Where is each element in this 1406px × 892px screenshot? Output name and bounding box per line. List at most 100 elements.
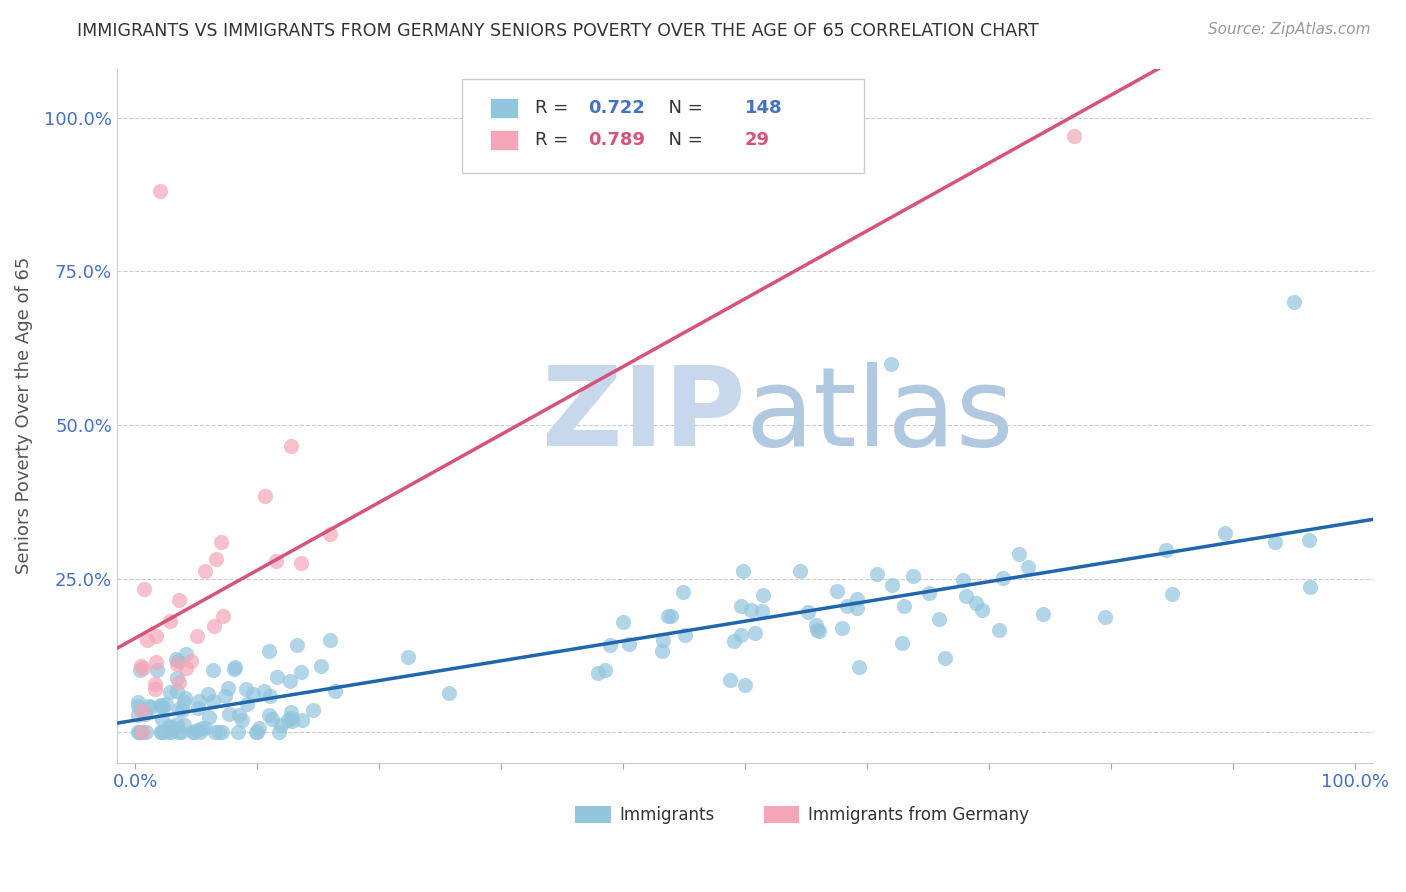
Point (740, 603, 762, 617)
Point (146, 663, 169, 677)
Point (831, 621, 853, 635)
Point (846, 591, 869, 606)
Point (159, 614, 181, 628)
FancyBboxPatch shape (489, 130, 517, 150)
Point (1094, 609, 1116, 624)
Point (586, 665, 609, 680)
Point (157, 719, 180, 733)
Point (194, 721, 217, 735)
Point (439, 686, 461, 700)
Point (1161, 587, 1184, 601)
Point (290, 556, 312, 570)
FancyBboxPatch shape (763, 806, 799, 823)
Point (285, 638, 308, 652)
Text: IMMIGRANTS VS IMMIGRANTS FROM GERMANY SENIORS POVERTY OVER THE AGE OF 65 CORRELA: IMMIGRANTS VS IMMIGRANTS FROM GERMANY SE… (77, 22, 1039, 40)
Point (718, 673, 741, 688)
Point (194, 565, 217, 579)
Point (651, 644, 673, 658)
Point (672, 585, 695, 599)
Point (128, 725, 150, 739)
Point (965, 596, 987, 610)
Point (893, 599, 915, 613)
Text: atlas: atlas (745, 362, 1014, 469)
Point (201, 694, 224, 708)
Point (150, 698, 173, 713)
Text: R =: R = (536, 131, 574, 149)
Point (617, 637, 640, 651)
Point (186, 629, 208, 643)
Point (599, 638, 621, 652)
Point (217, 681, 239, 696)
Text: Immigrants from Germany: Immigrants from Germany (807, 806, 1029, 824)
Point (891, 636, 914, 650)
Text: Source: ZipAtlas.com: Source: ZipAtlas.com (1208, 22, 1371, 37)
Point (188, 694, 211, 708)
Point (218, 706, 240, 721)
Point (734, 678, 756, 692)
Point (129, 725, 152, 739)
FancyBboxPatch shape (575, 806, 610, 823)
Point (191, 721, 214, 735)
FancyBboxPatch shape (489, 98, 517, 118)
Point (186, 723, 208, 737)
Y-axis label: Seniors Poverty Over the Age of 65: Seniors Poverty Over the Age of 65 (15, 257, 32, 574)
Point (173, 695, 195, 709)
Point (153, 725, 176, 739)
Point (166, 684, 188, 698)
Point (150, 725, 173, 739)
Point (159, 725, 181, 739)
Point (127, 699, 149, 714)
Point (928, 612, 950, 626)
Point (143, 681, 166, 696)
Point (236, 698, 259, 712)
Point (917, 586, 939, 600)
Point (1282, 295, 1305, 310)
Point (277, 713, 299, 727)
Text: 148: 148 (745, 99, 783, 117)
Point (281, 714, 304, 729)
Point (259, 689, 281, 703)
Point (866, 566, 889, 581)
Point (934, 650, 956, 665)
Point (202, 619, 225, 633)
Point (167, 674, 190, 689)
Point (270, 717, 292, 731)
Point (398, 650, 420, 665)
Point (134, 706, 156, 721)
Point (659, 609, 682, 624)
Text: N =: N = (657, 99, 709, 117)
Point (187, 701, 209, 715)
Point (181, 725, 204, 739)
Point (166, 716, 188, 731)
Point (1213, 525, 1236, 540)
Point (197, 688, 219, 702)
Point (262, 712, 284, 726)
Point (204, 725, 226, 739)
Point (848, 660, 870, 674)
Point (247, 721, 270, 735)
Point (169, 702, 191, 716)
Point (197, 709, 219, 723)
Point (266, 554, 288, 568)
Point (1298, 580, 1320, 594)
Point (188, 725, 211, 739)
Point (278, 673, 301, 688)
Point (211, 725, 233, 739)
Point (266, 670, 288, 684)
Point (150, 698, 173, 713)
Text: 0.722: 0.722 (588, 99, 645, 117)
Point (135, 725, 157, 739)
Point (744, 626, 766, 640)
Point (1017, 560, 1039, 574)
Point (246, 725, 269, 739)
Point (952, 574, 974, 588)
Text: ZIP: ZIP (541, 362, 745, 469)
Point (183, 725, 205, 739)
Point (291, 714, 314, 728)
Point (149, 185, 172, 199)
Point (955, 590, 977, 604)
Point (132, 661, 155, 675)
Point (159, 685, 181, 699)
Point (127, 725, 149, 739)
Point (1063, 129, 1085, 144)
